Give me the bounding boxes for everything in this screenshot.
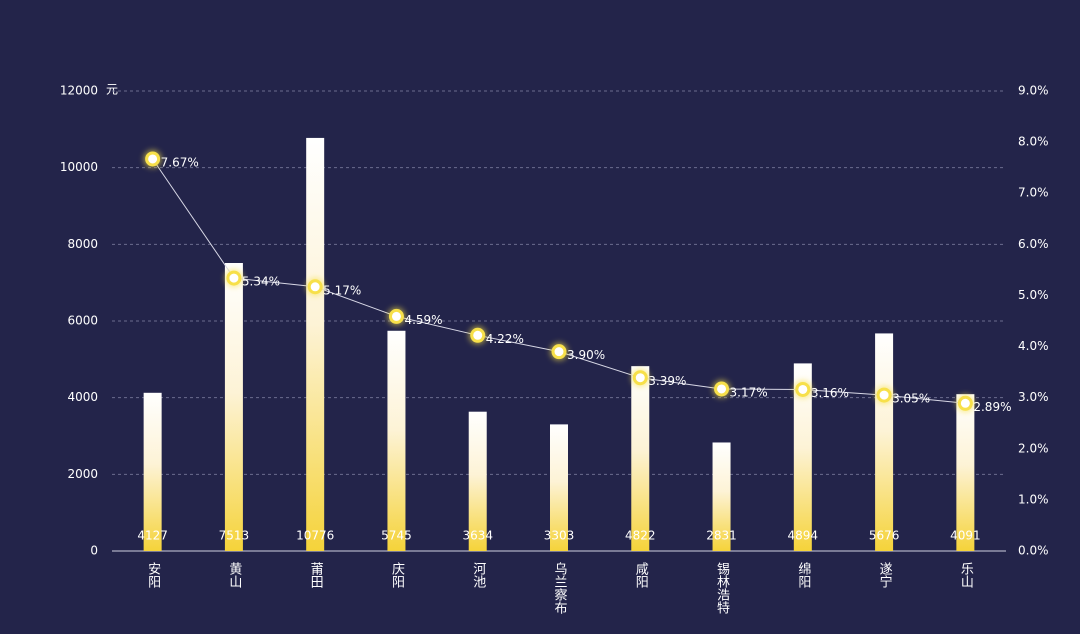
bar-value-label: 5676	[869, 529, 900, 543]
y2-tick-label: 1.0%	[1018, 492, 1049, 506]
marker	[714, 381, 730, 397]
bar	[956, 394, 975, 551]
x-tick-label: 乐山	[958, 562, 974, 588]
bar	[631, 366, 650, 551]
bar-value-label: 3303	[544, 529, 575, 543]
x-tick-label: 绵阳	[795, 562, 811, 588]
line-value-label: 3.39%	[648, 374, 686, 388]
x-tick-label: 黄山	[226, 562, 242, 588]
bar-value-label: 5745	[381, 529, 412, 543]
bar	[875, 333, 894, 551]
y-tick-label: 8000	[67, 237, 98, 251]
line-value-label: 3.17%	[730, 385, 768, 399]
y-tick-label: 2000	[67, 467, 98, 481]
line-value-label: 5.34%	[242, 275, 280, 289]
bar-value-label: 3634	[462, 529, 493, 543]
bar	[224, 263, 243, 551]
y2-tick-label: 5.0%	[1018, 288, 1049, 302]
marker	[551, 344, 567, 360]
y2-tick-label: 8.0%	[1018, 135, 1049, 149]
y2-tick-label: 9.0%	[1018, 84, 1049, 98]
marker	[145, 151, 161, 167]
y2-tick-label: 0.0%	[1018, 544, 1049, 558]
marker	[307, 279, 323, 295]
y-tick-label: 0	[90, 544, 98, 558]
x-tick-label: 乌兰察布	[552, 561, 568, 615]
x-tick-label: 莆田	[308, 562, 324, 588]
bar-value-label: 2831	[706, 529, 737, 543]
line-value-label: 3.05%	[892, 392, 930, 406]
bar	[387, 330, 406, 551]
bar-value-label: 4894	[788, 529, 819, 543]
line-value-label: 2.89%	[973, 400, 1011, 414]
line-value-label: 3.90%	[567, 348, 605, 362]
y-tick-label: 12000	[60, 84, 98, 98]
x-tick-label: 锡林浩特	[714, 562, 730, 614]
x-tick-label: 庆阳	[389, 562, 405, 588]
line-value-label: 3.16%	[811, 386, 849, 400]
line-value-label: 5.17%	[323, 283, 361, 297]
y-tick-label: 6000	[67, 314, 98, 328]
y-tick-label: 10000	[60, 160, 98, 174]
bar-value-label: 4091	[950, 529, 981, 543]
y2-tick-label: 7.0%	[1018, 186, 1049, 200]
line-value-label: 7.67%	[161, 155, 199, 169]
bar	[793, 363, 812, 551]
line-value-label: 4.59%	[404, 313, 442, 327]
y2-tick-label: 2.0%	[1018, 441, 1049, 455]
x-tick-label: 安阳	[145, 562, 161, 588]
bar	[306, 137, 325, 552]
y-tick-label: 4000	[67, 390, 98, 404]
marker	[388, 308, 404, 324]
x-tick-label: 河池	[470, 562, 486, 588]
marker	[876, 387, 892, 403]
bar-value-label: 10776	[296, 529, 334, 543]
bar-value-label: 7513	[219, 529, 250, 543]
bar	[712, 442, 731, 551]
bar-value-label: 4127	[137, 529, 168, 543]
line-value-label: 4.22%	[486, 332, 524, 346]
y2-tick-label: 4.0%	[1018, 339, 1049, 353]
marker	[795, 381, 811, 397]
bar	[550, 424, 568, 551]
x-tick-label: 咸阳	[633, 562, 649, 588]
y2-tick-label: 3.0%	[1018, 390, 1049, 404]
x-tick-label: 遂宁	[877, 562, 893, 588]
bar	[468, 411, 487, 551]
bar-value-label: 4822	[625, 529, 656, 543]
marker	[957, 395, 973, 411]
bar	[143, 392, 162, 551]
marker	[632, 370, 648, 386]
y2-tick-label: 6.0%	[1018, 237, 1049, 251]
marker	[226, 270, 242, 286]
marker	[470, 327, 486, 343]
y-axis-label: 元	[106, 83, 118, 97]
